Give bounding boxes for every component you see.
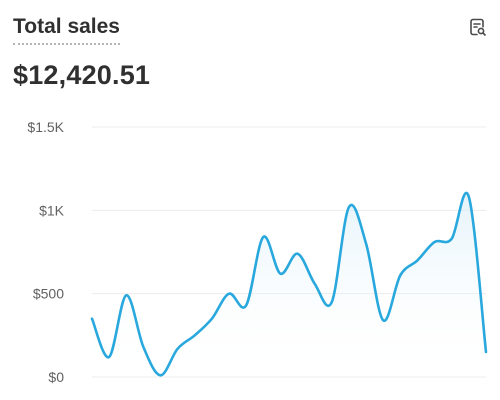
- y-tick-label: $1K: [39, 202, 65, 218]
- y-tick-label: $0: [48, 369, 64, 385]
- sales-line: [90, 192, 488, 377]
- card-title[interactable]: Total sales: [13, 14, 120, 45]
- total-sales-amount: $12,420.51: [13, 60, 151, 90]
- search-report-icon: [470, 18, 486, 36]
- report-button[interactable]: [464, 14, 490, 40]
- y-tick-label: $1.5K: [27, 119, 64, 135]
- sales-area: [92, 192, 486, 377]
- y-tick-label: $500: [33, 286, 64, 302]
